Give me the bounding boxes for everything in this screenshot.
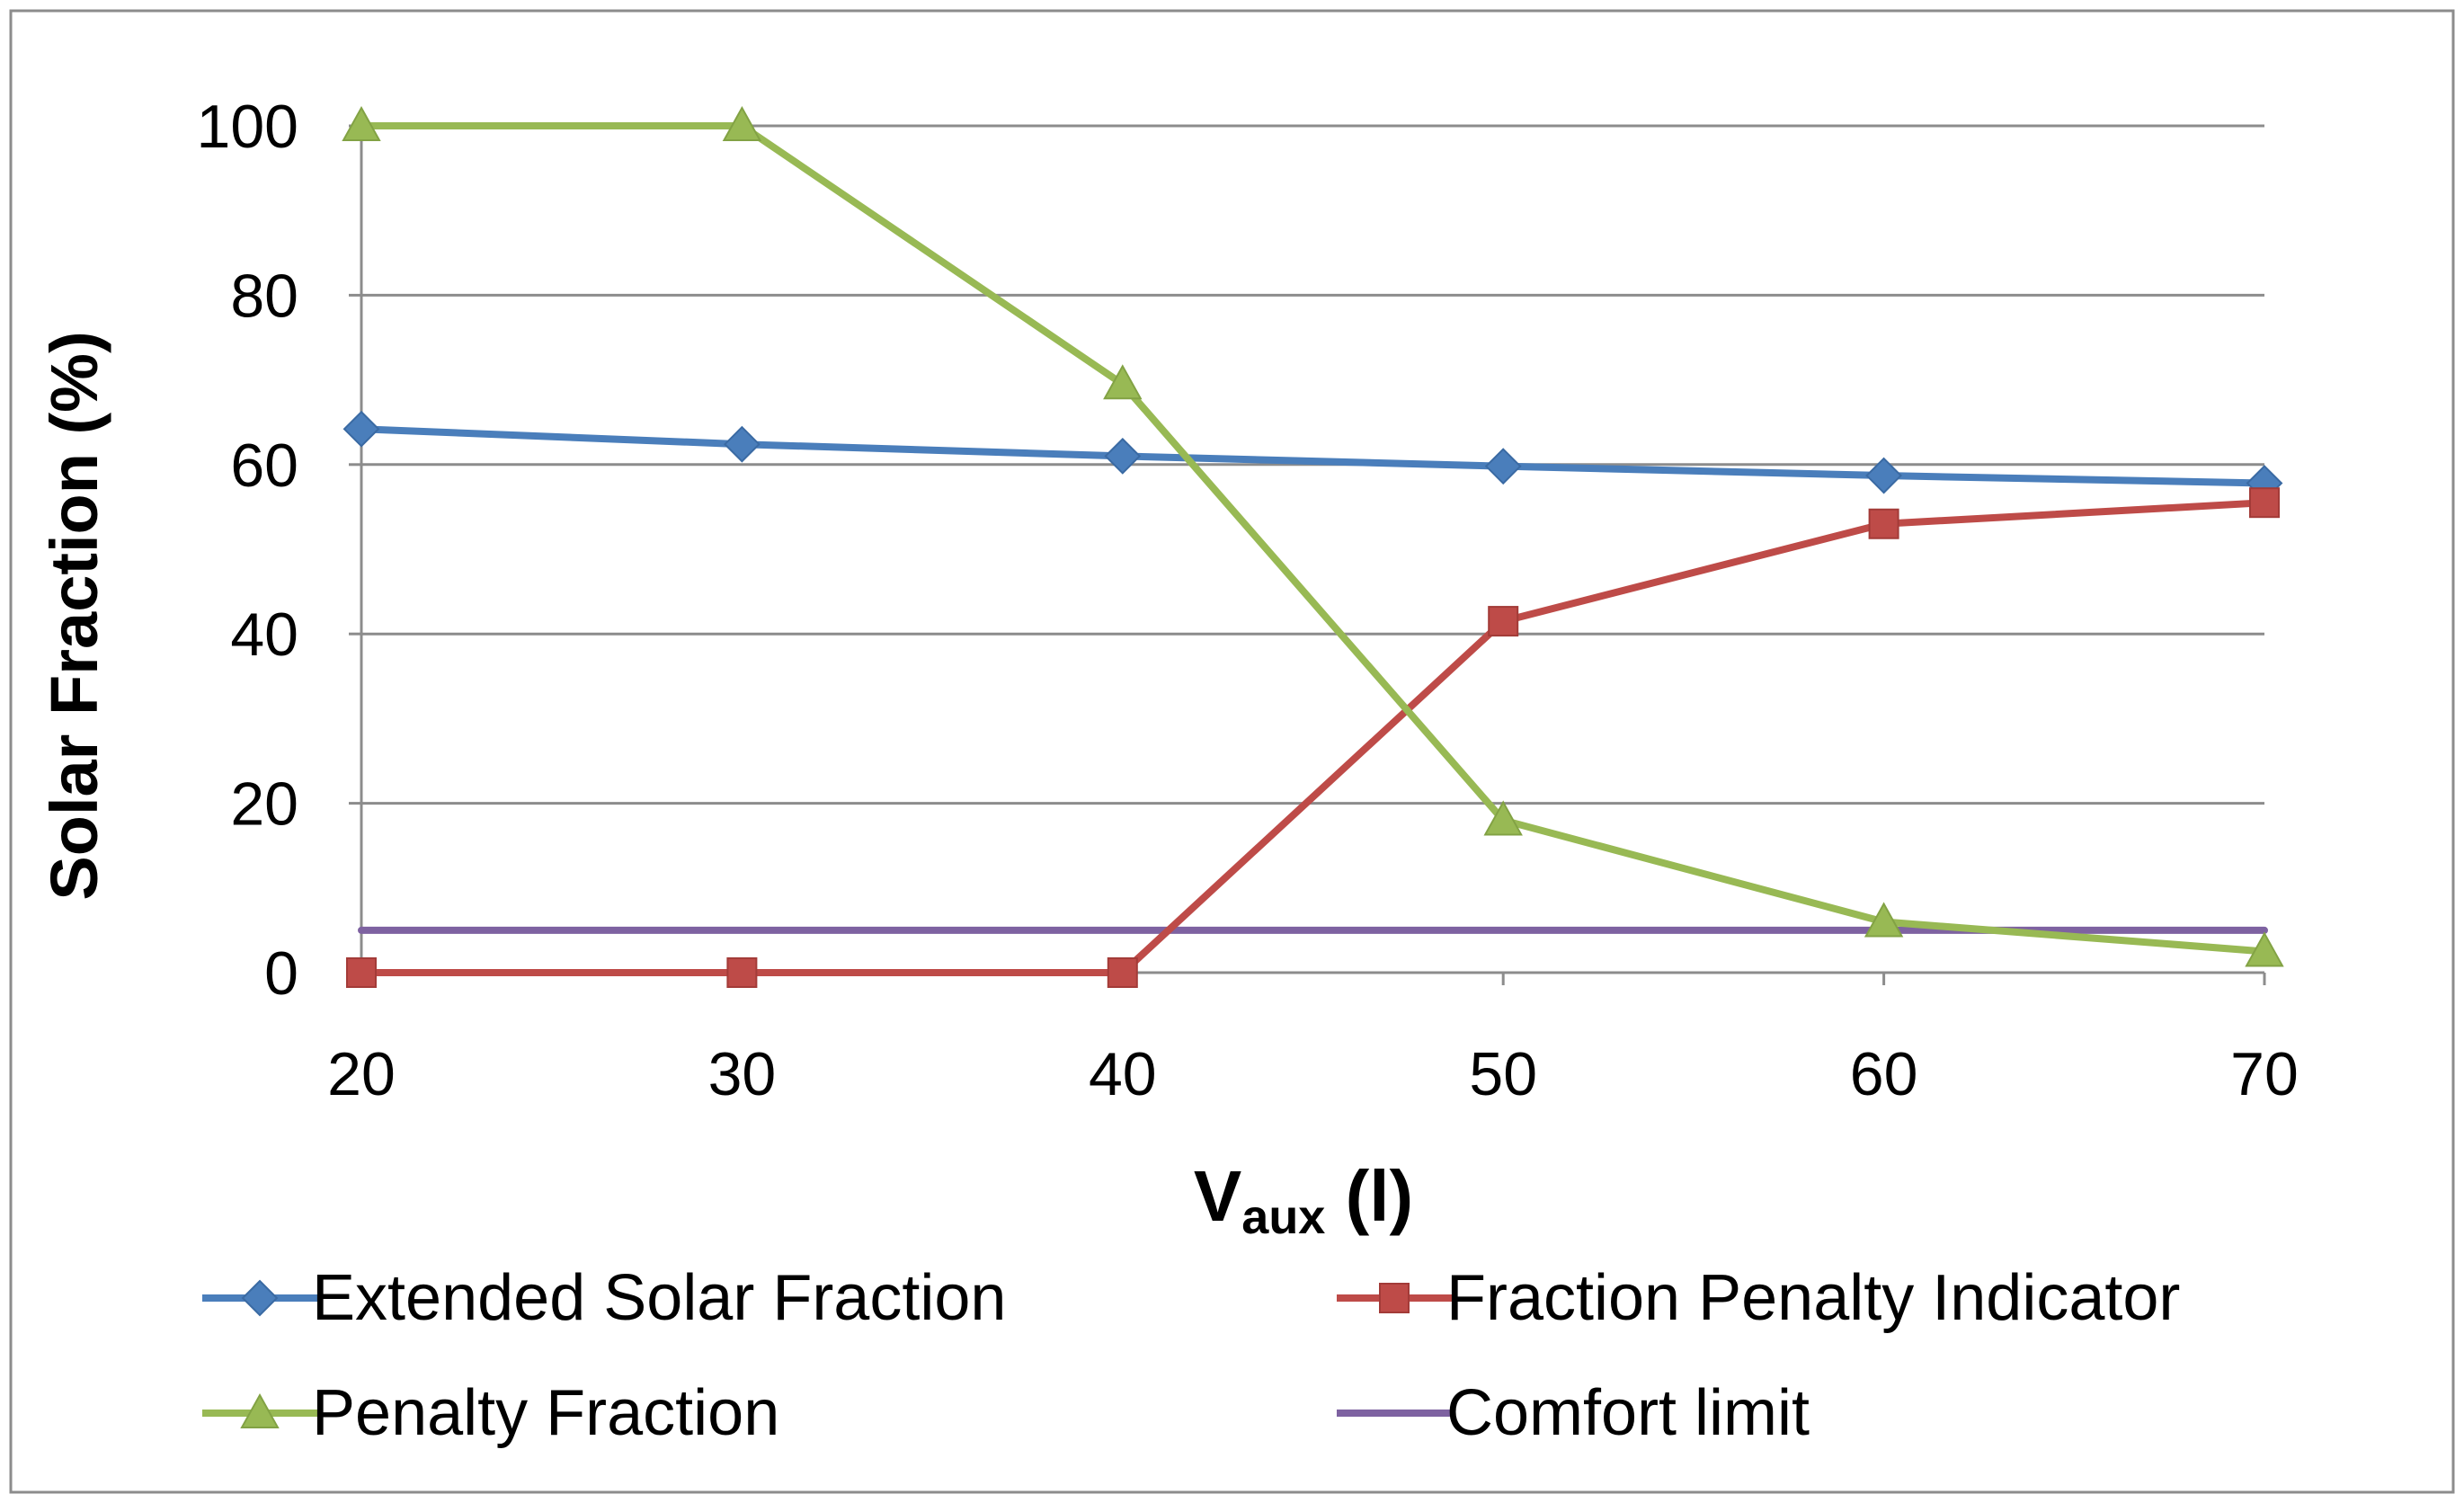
x-axis-title-sub: aux — [1241, 1190, 1325, 1244]
x-axis-title-main: V — [1194, 1156, 1241, 1236]
point-penalty-fraction-70 — [2245, 931, 2284, 967]
series-group — [342, 105, 2284, 988]
point-extended-solar-fraction-40 — [1104, 437, 1142, 475]
x-tick-label-50: 50 — [1469, 1040, 1537, 1108]
legend: Extended Solar Fraction Fraction Penalty … — [202, 1262, 2180, 1449]
point-penalty-fraction-30 — [722, 105, 762, 141]
legend-item-penalty-fraction: Penalty Fraction — [202, 1377, 779, 1449]
series-fraction-penalty-indicator — [346, 487, 2280, 988]
y-tick-labels: 0 20 40 60 80 100 — [197, 93, 298, 1008]
series-line-penalty-fraction — [358, 122, 2268, 956]
y-tick-label-100: 100 — [197, 93, 298, 161]
y-tick-label-80: 80 — [230, 262, 298, 330]
point-penalty-fraction-20 — [342, 105, 381, 141]
x-tick-label-70: 70 — [2230, 1040, 2299, 1108]
chart-border — [9, 9, 2455, 1494]
point-fraction-penalty-indicator-30 — [726, 957, 758, 988]
y-tick-label-20: 20 — [230, 770, 298, 839]
legend-item-fraction-penalty-indicator: Fraction Penalty Indicator — [1337, 1262, 2180, 1334]
legend-label-extended-solar-fraction: Extended Solar Fraction — [312, 1262, 1006, 1334]
point-fraction-penalty-indicator-70 — [2249, 487, 2280, 519]
y-tick-label-40: 40 — [230, 600, 298, 669]
legend-item-extended-solar-fraction: Extended Solar Fraction — [202, 1262, 1006, 1334]
point-extended-solar-fraction-50 — [1484, 448, 1522, 485]
point-penalty-fraction-60 — [1864, 902, 1904, 938]
legend-marker-penalty-fraction — [240, 1392, 280, 1428]
point-fraction-penalty-indicator-50 — [1488, 606, 1519, 637]
series-line-extended-solar-fraction — [358, 425, 2268, 487]
legend-marker-extended-solar-fraction — [241, 1279, 279, 1317]
x-tick-label-30: 30 — [708, 1040, 777, 1108]
point-penalty-fraction-40 — [1103, 364, 1143, 400]
legend-label-fraction-penalty-indicator: Fraction Penalty Indicator — [1446, 1262, 2180, 1334]
point-extended-solar-fraction-30 — [723, 425, 761, 463]
legend-label-comfort-limit: Comfort limit — [1446, 1377, 1810, 1449]
x-tick-labels: 20 30 40 50 60 70 — [327, 1040, 2299, 1108]
point-extended-solar-fraction-20 — [342, 410, 380, 448]
point-penalty-fraction-50 — [1483, 800, 1523, 836]
x-tick-label-20: 20 — [327, 1040, 396, 1108]
legend-marker-fraction-penalty-indicator — [1379, 1283, 1410, 1313]
x-tick-label-40: 40 — [1089, 1040, 1157, 1108]
y-axis-title: Solar Fraction (%) — [37, 331, 111, 900]
point-fraction-penalty-indicator-40 — [1107, 957, 1138, 988]
point-extended-solar-fraction-60 — [1865, 457, 1903, 494]
legend-label-penalty-fraction: Penalty Fraction — [312, 1377, 779, 1449]
x-axis-title-unit: (l) — [1325, 1156, 1413, 1236]
x-axis-title: Vaux (l) — [1194, 1156, 1413, 1244]
point-fraction-penalty-indicator-20 — [346, 957, 377, 988]
y-tick-label-60: 60 — [230, 431, 298, 500]
series-penalty-fraction — [342, 105, 2284, 967]
x-tick-label-60: 60 — [1850, 1040, 1918, 1108]
point-fraction-penalty-indicator-60 — [1868, 508, 1899, 539]
y-tick-label-0: 0 — [264, 939, 298, 1008]
series-line-fraction-penalty-indicator — [358, 499, 2268, 976]
legend-item-comfort-limit: Comfort limit — [1337, 1377, 1810, 1449]
